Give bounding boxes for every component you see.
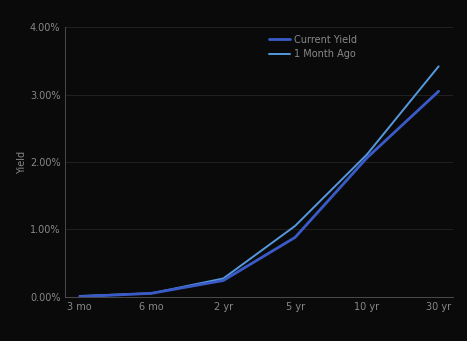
Y-axis label: Yield: Yield [17, 150, 27, 174]
Legend: Current Yield, 1 Month Ago: Current Yield, 1 Month Ago [267, 33, 359, 61]
